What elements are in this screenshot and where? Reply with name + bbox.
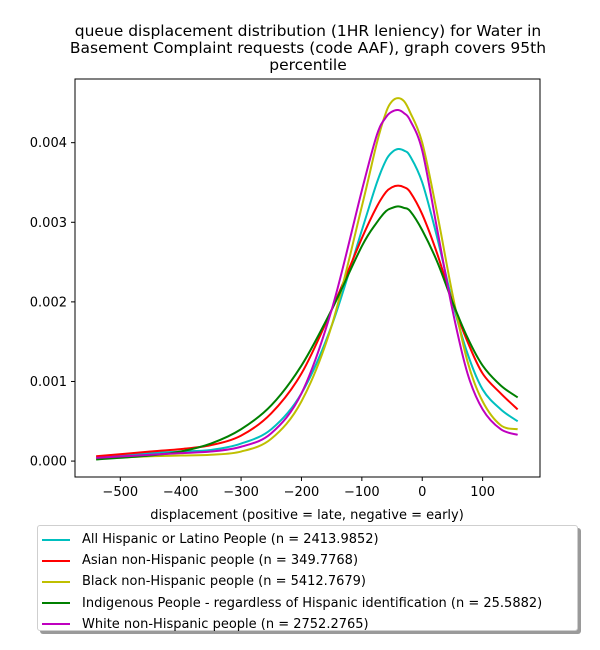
legend-label: Indigenous People - regardless of Hispan…: [82, 595, 543, 611]
legend-swatch: [42, 538, 70, 541]
x-axis-ticks: −500 −400 −300 −200 −100 0 100: [102, 477, 495, 500]
x-axis-label: displacement (positive = late, negative …: [150, 508, 464, 523]
y-tick-label: 0.003: [30, 216, 67, 231]
legend-swatch: [42, 602, 70, 605]
legend: All Hispanic or Latino People (n = 2413.…: [37, 525, 578, 632]
legend-label: Asian non-Hispanic people (n = 349.7768): [82, 553, 359, 569]
x-tick-label: −500: [102, 485, 138, 500]
x-tick-label: −400: [163, 485, 199, 500]
x-tick-label: −100: [344, 485, 380, 500]
y-tick-label: 0.000: [30, 455, 67, 470]
chart-title-line-3: percentile: [269, 56, 347, 74]
legend-label: Black non-Hispanic people (n = 5412.7679…: [82, 574, 366, 590]
legend-label: All Hispanic or Latino People (n = 2413.…: [82, 532, 379, 548]
y-tick-label: 0.001: [30, 375, 67, 390]
legend-label: White non-Hispanic people (n = 2752.2765…: [82, 616, 369, 632]
legend-entry: White non-Hispanic people (n = 2752.2765…: [42, 614, 577, 635]
y-tick-label: 0.002: [30, 295, 67, 310]
legend-entry: Black non-Hispanic people (n = 5412.7679…: [42, 571, 577, 592]
x-tick-label: 100: [470, 485, 495, 500]
y-axis-ticks: 0.000 0.001 0.002 0.003 0.004: [30, 136, 75, 470]
chart-title-line-2: Basement Complaint requests (code AAF), …: [70, 39, 546, 57]
x-tick-label: −300: [223, 485, 259, 500]
legend-swatch: [42, 580, 70, 583]
series-line-3: [96, 97, 518, 460]
chart-title: queue displacement distribution (1HR len…: [70, 22, 546, 74]
legend-entry: All Hispanic or Latino People (n = 2413.…: [42, 529, 577, 550]
chart-title-line-1: queue displacement distribution (1HR len…: [75, 22, 542, 40]
x-tick-label: −200: [284, 485, 320, 500]
legend-swatch: [42, 559, 70, 562]
series-line-5: [96, 108, 518, 459]
y-tick-label: 0.004: [30, 136, 67, 151]
series-line-4: [96, 205, 519, 461]
legend-entry: Indigenous People - regardless of Hispan…: [42, 593, 577, 614]
series-lines: [96, 97, 519, 461]
plot-area-frame: [74, 78, 541, 478]
legend-swatch: [42, 623, 70, 626]
legend-entry: Asian non-Hispanic people (n = 349.7768): [42, 550, 577, 571]
x-tick-label: 0: [418, 485, 426, 500]
